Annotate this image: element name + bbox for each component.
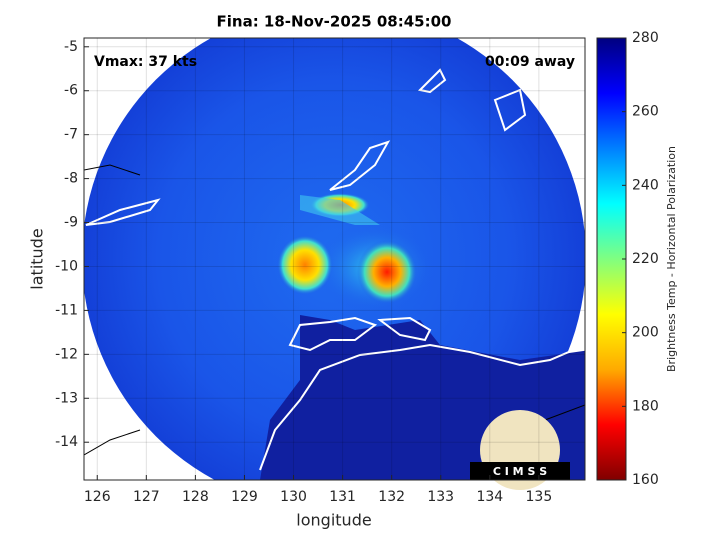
colorbar-tick-label: 160 <box>632 472 659 488</box>
coastline <box>329 140 391 191</box>
x-axis-label: longitude <box>296 511 371 530</box>
y-tick-label: -7 <box>64 127 78 143</box>
x-tick-label: 134 <box>476 489 503 505</box>
y-tick-label: -6 <box>64 83 78 99</box>
coastline-outside <box>84 164 585 456</box>
hot-spot <box>357 240 417 304</box>
plot-frame <box>83 37 586 481</box>
warm-spot <box>277 235 333 295</box>
x-tick-label: 132 <box>378 489 405 505</box>
coastline <box>417 68 527 132</box>
x-tick-label: 129 <box>231 489 258 505</box>
y-tick-label: -13 <box>55 390 78 406</box>
y-tick-label: -10 <box>55 258 78 274</box>
y-tick-label: -9 <box>64 215 78 231</box>
coastline <box>85 198 161 226</box>
colorbar-label: Brightness Temp - Horizontal Polarizatio… <box>665 146 678 372</box>
logo-bar <box>470 462 570 480</box>
x-tick-label: 128 <box>182 489 209 505</box>
colorbar-tick-label: 240 <box>632 177 659 193</box>
annotation: Vmax: 37 kts <box>94 54 197 70</box>
logo-text: C I M S S <box>493 465 547 478</box>
colorbar-tick-label: 280 <box>632 30 659 46</box>
colorbar-tick-label: 220 <box>632 251 659 267</box>
coastline <box>259 343 585 471</box>
colorbar-tick-label: 180 <box>632 398 659 414</box>
colorbar-tick-label: 260 <box>632 104 659 120</box>
swath <box>84 38 585 480</box>
x-tick-label: 126 <box>84 489 111 505</box>
annotation: 00:09 away <box>485 54 575 70</box>
x-tick-label: 127 <box>133 489 160 505</box>
logo: C I M S S <box>470 410 570 490</box>
y-tick-label: -8 <box>64 171 78 187</box>
y-axis-label: latitude <box>28 228 47 289</box>
y-tick-label: -14 <box>55 434 78 450</box>
x-tick-label: 131 <box>329 489 356 505</box>
chart-title: Fina: 18-Nov-2025 08:45:00 <box>217 13 452 31</box>
colorbar-tick-label: 200 <box>632 325 659 341</box>
y-tick-label: -5 <box>64 39 78 55</box>
coastline <box>377 316 432 342</box>
colorbar <box>596 37 627 481</box>
rain-band <box>300 195 380 225</box>
x-tick-label: 135 <box>526 489 553 505</box>
x-tick-label: 130 <box>280 489 307 505</box>
y-tick-label: -12 <box>55 346 78 362</box>
coastline <box>288 316 378 352</box>
y-tick-label: -11 <box>55 302 78 318</box>
x-tick-label: 133 <box>427 489 454 505</box>
